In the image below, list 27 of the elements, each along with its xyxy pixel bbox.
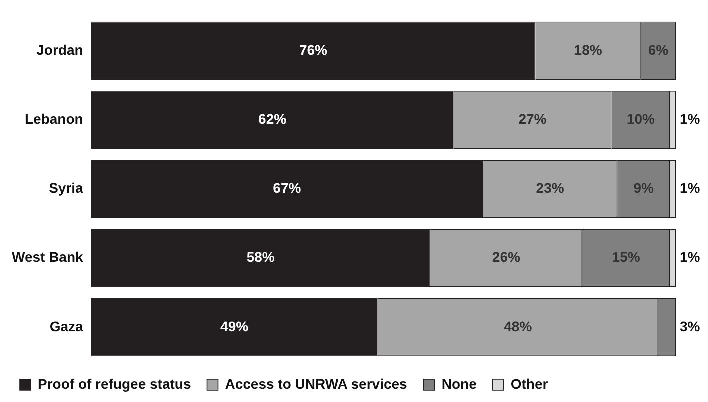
legend-label: None <box>442 376 478 392</box>
data-label: 62% <box>258 110 288 127</box>
data-label: 58% <box>246 249 276 266</box>
data-label: 48% <box>504 318 533 334</box>
data-label: 1% <box>680 249 701 266</box>
data-label: 27% <box>518 110 548 127</box>
y-tick-label: Lebanon <box>24 110 84 127</box>
legend-label: Access to UNRWA services <box>225 376 408 392</box>
data-label: 26% <box>492 249 521 266</box>
y-tick-label: Jordan <box>36 42 84 58</box>
legend-label: Proof of refugee status <box>38 376 192 392</box>
data-label: 76% <box>299 42 328 58</box>
y-tick-label: Syria <box>49 180 84 196</box>
data-label: 23% <box>536 180 565 196</box>
data-label: 1% <box>680 110 701 127</box>
data-label: 9% <box>634 180 655 196</box>
data-label: 3% <box>680 318 701 334</box>
data-label: 49% <box>220 318 250 334</box>
data-label: 6% <box>648 42 670 58</box>
y-tick-label: Gaza <box>50 318 84 334</box>
y-tick-label: West Bank <box>12 249 84 266</box>
data-label: 10% <box>626 110 656 127</box>
data-label: 67% <box>273 180 302 196</box>
data-label: 15% <box>612 249 641 266</box>
data-label: 18% <box>574 42 603 58</box>
legend-label: Other <box>510 376 549 392</box>
data-label: 1% <box>680 180 701 196</box>
